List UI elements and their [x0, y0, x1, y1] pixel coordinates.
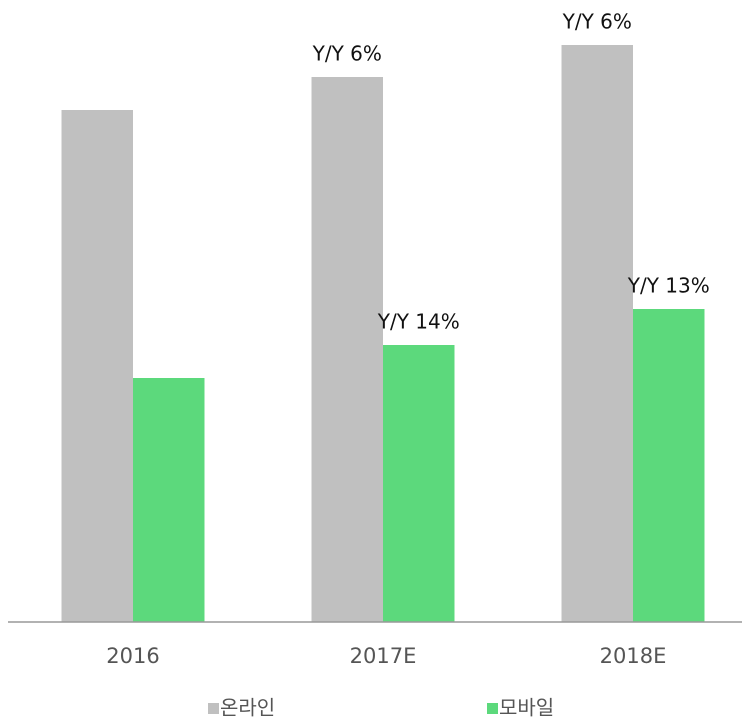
bar	[311, 77, 383, 622]
bar	[383, 345, 455, 622]
bar	[61, 110, 133, 622]
bar	[633, 309, 705, 622]
bar	[133, 378, 205, 622]
annotation: Y/Y 14%	[377, 310, 460, 334]
annotation: Y/Y 13%	[627, 274, 710, 298]
legend-swatch	[487, 703, 498, 714]
annotation: Y/Y 6%	[562, 10, 632, 34]
annotation: Y/Y 6%	[312, 42, 382, 66]
x-tick-label: 2016	[106, 644, 159, 668]
legend-label: 온라인	[220, 696, 275, 720]
legend-label: 모바일	[499, 696, 554, 720]
bar	[561, 45, 633, 622]
x-tick-label: 2017E	[350, 644, 417, 668]
x-tick-label: 2018E	[600, 644, 667, 668]
legend-swatch	[208, 703, 219, 714]
